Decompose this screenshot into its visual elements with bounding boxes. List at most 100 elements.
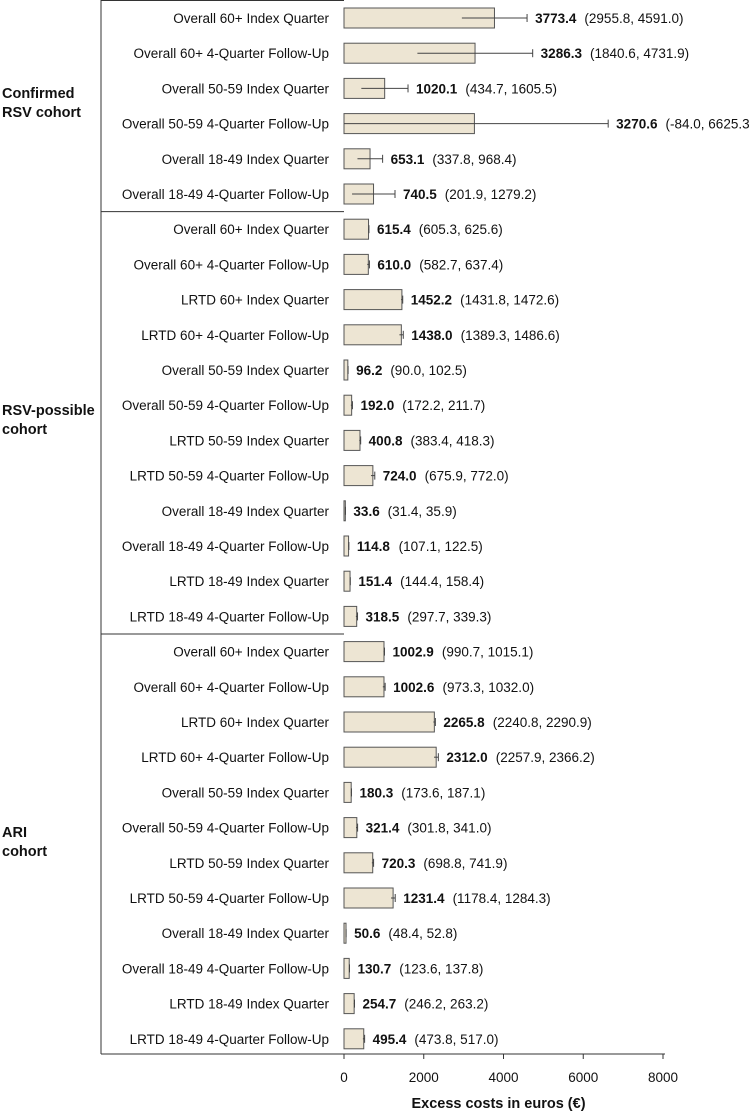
data-label-ci: (48.4, 52.8)	[388, 926, 457, 941]
category-label: LRTD 60+ 4-Quarter Follow-Up	[141, 328, 329, 343]
bar	[343, 465, 374, 487]
bar-row: LRTD 60+ 4-Quarter Follow-Up 1438.0 (1389.…	[141, 324, 560, 346]
data-label-value: 321.4	[366, 821, 400, 836]
bar-row: Overall 60+ Index Quarter 3773.4 (2955.8, …	[173, 7, 684, 29]
bar-row: Overall 50-59 Index Quarter 96.2 (90.0, 10…	[162, 359, 467, 381]
bar-row: LRTD 50-59 4-Quarter Follow-Up 724.0 (675.…	[130, 465, 509, 487]
data-label-ci: (337.8, 968.4)	[432, 152, 516, 167]
data-label-ci: (1431.8, 1472.6)	[460, 293, 559, 308]
data-label-ci: (973.3, 1032.0)	[443, 680, 535, 695]
cohort-group: Overall 60+ Index Quarter 615.4 (605.3, 62…	[2, 211, 560, 627]
category-label: Overall 50-59 Index Quarter	[162, 363, 330, 378]
group-label: RSV cohort	[2, 105, 81, 121]
data-label-value: 3286.3	[541, 46, 583, 61]
data-label-value: 400.8	[369, 433, 403, 448]
category-label: Overall 50-59 4-Quarter Follow-Up	[122, 398, 329, 413]
data-label-value: 180.3	[359, 785, 393, 800]
data-label-value: 1452.2	[411, 293, 452, 308]
bar-row: LRTD 60+ Index Quarter 1452.2 (1431.8, 147…	[181, 289, 559, 311]
x-tick-label: 8000	[648, 1070, 678, 1085]
bar-row: Overall 18-49 Index Quarter 653.1 (337.8, …	[162, 148, 516, 170]
x-tick-label: 4000	[488, 1070, 518, 1085]
data-label-value: 151.4	[358, 574, 392, 589]
data-label-ci: (473.8, 517.0)	[414, 1032, 498, 1047]
x-axis-title: Excess costs in euros (€)	[411, 1096, 585, 1112]
data-label-ci: (1178.4, 1284.3)	[453, 891, 551, 906]
category-label: LRTD 18-49 4-Quarter Follow-Up	[130, 1032, 329, 1047]
bar	[343, 535, 350, 557]
data-label-value: 1231.4	[403, 891, 445, 906]
category-label: LRTD 18-49 4-Quarter Follow-Up	[130, 609, 329, 624]
bar	[343, 817, 358, 839]
category-label: Overall 18-49 Index Quarter	[162, 152, 330, 167]
data-label-value: 254.7	[362, 997, 396, 1012]
bar	[343, 359, 349, 381]
data-label-value: 724.0	[383, 469, 417, 484]
category-label: Overall 60+ 4-Quarter Follow-Up	[134, 46, 329, 61]
category-label: Overall 50-59 4-Quarter Follow-Up	[122, 117, 329, 132]
bar-row: Overall 18-49 4-Quarter Follow-Up 740.5 (2…	[122, 183, 536, 205]
category-label: LRTD 50-59 Index Quarter	[169, 433, 329, 448]
category-label: Overall 50-59 4-Quarter Follow-Up	[122, 821, 329, 836]
group-label: cohort	[2, 422, 47, 438]
data-label-value: 96.2	[356, 363, 382, 378]
data-label-value: 318.5	[366, 609, 400, 624]
bar-row: LRTD 18-49 Index Quarter 254.7 (246.2, 263…	[169, 993, 488, 1015]
bar-row: Overall 18-49 Index Quarter 33.6 (31.4, 35…	[162, 500, 457, 522]
data-label-value: 1002.9	[392, 645, 433, 660]
data-label-value: 653.1	[391, 152, 425, 167]
bar	[343, 711, 435, 733]
category-label: Overall 60+ Index Quarter	[173, 11, 329, 26]
bar	[343, 641, 385, 663]
bar-row: LRTD 50-59 Index Quarter 400.8 (383.4, 418…	[169, 429, 495, 451]
data-label-value: 1438.0	[411, 328, 452, 343]
data-label-ci: (582.7, 637.4)	[419, 257, 503, 272]
data-label-ci: (2257.9, 2366.2)	[496, 750, 595, 765]
bar	[343, 1028, 365, 1050]
category-label: Overall 18-49 Index Quarter	[162, 926, 330, 941]
data-label-ci: (172.2, 211.7)	[402, 398, 485, 413]
data-label-ci: (107.1, 122.5)	[399, 539, 483, 554]
category-label: LRTD 50-59 4-Quarter Follow-Up	[130, 891, 329, 906]
data-label-ci: (383.4, 418.3)	[410, 433, 494, 448]
category-label: Overall 60+ Index Quarter	[173, 222, 329, 237]
bar-row: Overall 50-59 Index Quarter 1020.1 (434.7,…	[162, 77, 557, 99]
data-label-value: 740.5	[403, 187, 437, 202]
data-label-value: 615.4	[377, 222, 411, 237]
category-label: LRTD 18-49 Index Quarter	[169, 574, 329, 589]
bar	[343, 676, 385, 698]
data-label-ci: (297.7, 339.3)	[407, 609, 491, 624]
data-label-value: 1020.1	[416, 81, 458, 96]
category-label: Overall 18-49 4-Quarter Follow-Up	[122, 187, 329, 202]
data-label-value: 192.0	[360, 398, 394, 413]
data-label-ci: (31.4, 35.9)	[388, 504, 457, 519]
data-label-ci: (698.8, 741.9)	[423, 856, 507, 871]
bar-row: Overall 60+ 4-Quarter Follow-Up 1002.6 (97…	[134, 676, 535, 698]
category-label: Overall 50-59 Index Quarter	[162, 785, 330, 800]
data-label-value: 2312.0	[446, 750, 487, 765]
bar-row: LRTD 50-59 Index Quarter 720.3 (698.8, 741…	[169, 852, 507, 874]
bar-row: LRTD 18-49 Index Quarter 151.4 (144.4, 158…	[169, 570, 484, 592]
bar-row: Overall 60+ Index Quarter 1002.9 (990.7, 1…	[173, 641, 533, 663]
data-label-value: 2265.8	[443, 715, 485, 730]
data-label-ci: (246.2, 263.2)	[404, 997, 488, 1012]
bar-row: LRTD 18-49 4-Quarter Follow-Up 318.5 (297.…	[130, 605, 491, 627]
group-label: ARI	[2, 825, 27, 841]
x-tick-label: 2000	[409, 1070, 439, 1085]
category-label: Overall 60+ Index Quarter	[173, 645, 329, 660]
bar-row: Overall 18-49 4-Quarter Follow-Up 130.7 (1…	[122, 957, 483, 979]
category-label: Overall 18-49 4-Quarter Follow-Up	[122, 539, 329, 554]
data-label-value: 33.6	[353, 504, 380, 519]
bar-row: LRTD 18-49 4-Quarter Follow-Up 495.4 (473.…	[130, 1028, 498, 1050]
data-label-ci: (90.0, 102.5)	[390, 363, 467, 378]
data-label-ci: (2240.8, 2290.9)	[493, 715, 592, 730]
data-label-ci: (2955.8, 4591.0)	[584, 11, 683, 26]
bar-row: Overall 50-59 4-Quarter Follow-Up 3270.6 (…	[122, 113, 749, 135]
bar	[343, 887, 394, 909]
bar-row: Overall 50-59 4-Quarter Follow-Up 192.0 (1…	[122, 394, 485, 416]
bar	[343, 253, 369, 275]
bar	[343, 993, 355, 1015]
data-label-ci: (605.3, 625.6)	[419, 222, 503, 237]
category-label: Overall 18-49 4-Quarter Follow-Up	[122, 961, 329, 976]
